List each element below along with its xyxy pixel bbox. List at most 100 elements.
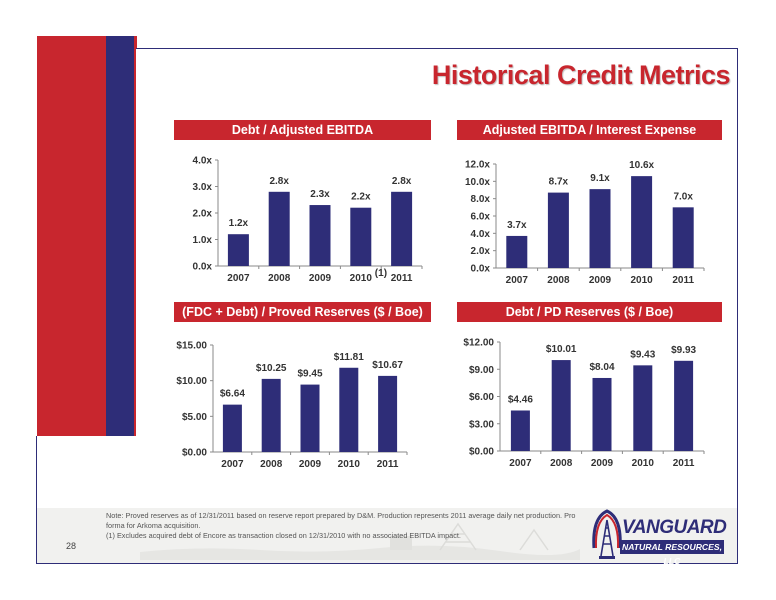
- data-label: 10.6x: [629, 160, 654, 171]
- y-tick-label: $10.00: [176, 376, 207, 387]
- bar: [309, 205, 331, 266]
- y-tick-label: 4.0x: [193, 156, 213, 167]
- bar: [378, 375, 398, 452]
- data-label: $6.64: [220, 389, 245, 400]
- y-tick-label: $12.00: [463, 338, 494, 349]
- data-label: 2.2x: [351, 192, 371, 203]
- data-label: $9.45: [297, 369, 322, 380]
- x-tick-label: 2007: [221, 459, 244, 470]
- data-label: $8.04: [589, 362, 614, 373]
- bar: [510, 410, 530, 451]
- bar: [350, 207, 372, 266]
- y-tick-label: $15.00: [176, 341, 207, 352]
- slide-left-border: [36, 436, 37, 564]
- footnote-line-2: forma for Arkoma acquisition.: [106, 521, 201, 530]
- y-tick-label: $5.00: [182, 412, 207, 423]
- x-tick-label: 2008: [260, 459, 283, 470]
- x-tick-label: 2008: [547, 275, 570, 286]
- x-tick-label: 2007: [227, 273, 250, 284]
- chart-4-header: Debt / PD Reserves ($ / Boe): [457, 302, 722, 322]
- y-tick-label: 0.0x: [193, 262, 213, 273]
- y-tick-label: 2.0x: [193, 209, 213, 220]
- data-label: 2.3x: [310, 189, 330, 200]
- data-label: $9.93: [671, 345, 696, 356]
- data-label: $10.01: [546, 344, 577, 355]
- bar: [268, 191, 290, 266]
- data-label: 8.7x: [549, 177, 569, 188]
- x-tick-label: 2011: [391, 273, 413, 284]
- bar: [551, 360, 571, 451]
- footnote-line-1: Note: Proved reserves as of 12/31/2011 b…: [106, 511, 576, 520]
- data-label: 2.8x: [392, 176, 412, 187]
- data-label: 7.0x: [673, 191, 693, 202]
- data-label: $9.43: [630, 349, 655, 360]
- y-tick-label: 0.0x: [471, 264, 491, 275]
- bar: [633, 365, 653, 451]
- logo-name: VANGUARD: [622, 517, 727, 538]
- y-tick-label: 10.0x: [465, 177, 490, 188]
- logo-subtitle: NATURAL RESOURCES, LLC: [620, 540, 724, 566]
- oilfield-watermark: [140, 522, 580, 560]
- x-tick-label: 2011: [672, 275, 694, 286]
- x-tick-label: 2009: [589, 275, 612, 286]
- y-tick-label: 6.0x: [471, 212, 491, 223]
- x-tick-label: 2010: [630, 275, 653, 286]
- data-label: 9.1x: [590, 173, 610, 184]
- x-tick-label: 2007: [506, 275, 529, 286]
- data-label: $10.25: [256, 363, 287, 374]
- vanguard-logo: VANGUARD NATURAL RESOURCES, LLC: [590, 508, 730, 566]
- frame-left-navy-band: [106, 36, 134, 436]
- data-label: $11.81: [334, 352, 364, 363]
- y-tick-label: $0.00: [469, 447, 494, 458]
- data-label: 3.7x: [507, 220, 527, 231]
- x-tick-label: 2010: [338, 459, 361, 470]
- bar: [506, 235, 528, 268]
- chart-3-header: (FDC + Debt) / Proved Reserves ($ / Boe): [174, 302, 431, 322]
- y-tick-label: $3.00: [469, 419, 494, 430]
- y-tick-label: 4.0x: [471, 229, 491, 240]
- bar: [592, 377, 612, 451]
- y-tick-label: $9.00: [469, 365, 494, 376]
- y-tick-label: 2.0x: [471, 246, 491, 257]
- x-tick-label: 2008: [550, 458, 573, 469]
- bar: [674, 360, 694, 451]
- x-tick-label: 2010: [632, 458, 655, 469]
- bar: [222, 404, 242, 452]
- y-tick-label: $0.00: [182, 448, 207, 459]
- y-tick-label: 3.0x: [193, 182, 213, 193]
- bar: [589, 189, 611, 268]
- slide-bottom-border: [36, 563, 738, 564]
- data-label: $4.46: [508, 394, 533, 405]
- x-tick-label: 2007: [509, 458, 532, 469]
- x-tick-label: 2008: [268, 273, 291, 284]
- chart-2-header: Adjusted EBITDA / Interest Expense: [457, 120, 722, 140]
- y-tick-label: 1.0x: [193, 235, 213, 246]
- y-tick-label: 8.0x: [471, 194, 491, 205]
- page-title: Historical Credit Metrics: [431, 60, 731, 90]
- y-tick-label: $6.00: [469, 392, 494, 403]
- y-tick-label: 12.0x: [465, 160, 490, 171]
- page-number: 28: [66, 541, 77, 551]
- x-tick-superscript: (1): [375, 268, 387, 279]
- slide-right-border: [737, 48, 738, 564]
- bar: [547, 192, 569, 268]
- data-label: 2.8x: [269, 176, 289, 187]
- bar: [339, 367, 359, 452]
- x-tick-label: 2011: [377, 459, 399, 470]
- data-label: $10.67: [372, 360, 403, 371]
- data-label: 1.2x: [229, 218, 249, 229]
- x-tick-label: 2011: [673, 458, 695, 469]
- footnote-line-3: (1) Excludes acquired debt of Encore as …: [106, 531, 461, 540]
- x-tick-label: 2009: [299, 459, 322, 470]
- x-tick-label: 2009: [591, 458, 614, 469]
- bar: [261, 378, 281, 452]
- slide-top-border: [136, 48, 737, 49]
- bar: [227, 234, 249, 266]
- x-tick-label: 2010: [350, 273, 373, 284]
- footnote: Note: Proved reserves as of 12/31/2011 b…: [106, 511, 576, 541]
- bar: [391, 191, 413, 266]
